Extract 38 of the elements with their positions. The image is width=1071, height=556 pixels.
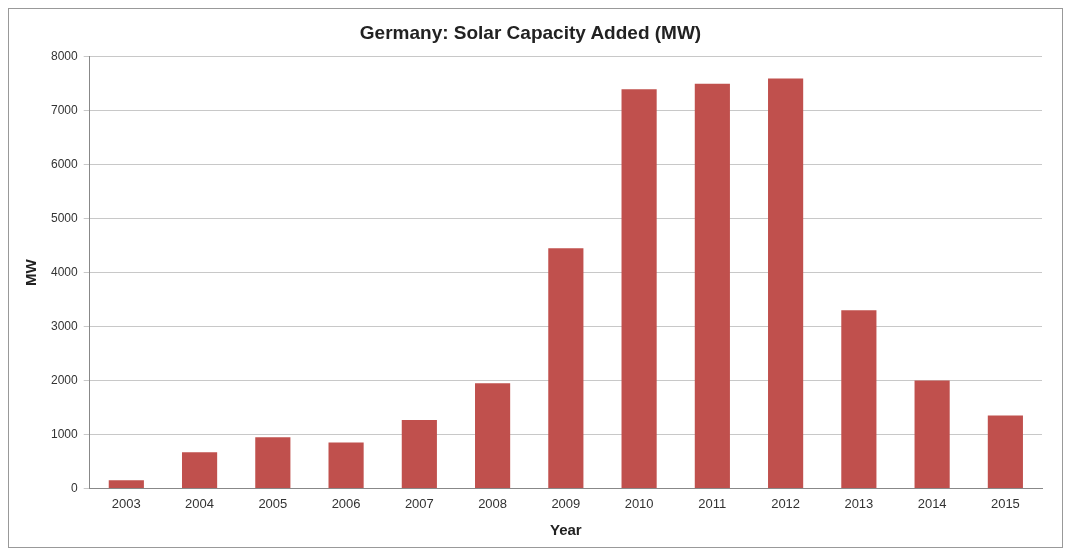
- x-tick-label: 2011: [698, 495, 727, 511]
- bar: [255, 437, 291, 488]
- bar: [548, 248, 584, 488]
- bar: [694, 83, 730, 488]
- x-axis-title: Year: [550, 521, 582, 539]
- x-tick-label: 2014: [917, 495, 947, 511]
- bar: [475, 383, 511, 488]
- bar: [621, 89, 657, 488]
- bar: [914, 380, 950, 488]
- x-tick-label: 2013: [844, 495, 874, 511]
- bar: [401, 419, 437, 488]
- y-tick-label: 6000: [50, 157, 79, 172]
- x-tick-label: 2007: [404, 495, 434, 511]
- x-tick-label: 2006: [331, 495, 361, 511]
- x-tick-label: 2003: [111, 495, 141, 511]
- chart-title: Germany: Solar Capacity Added (MW): [359, 21, 702, 43]
- y-axis-title: MW: [22, 258, 40, 286]
- y-tick-label: 2000: [50, 372, 79, 387]
- bar: [987, 415, 1023, 488]
- y-tick-label: 0: [71, 480, 79, 495]
- x-tick-label: 2012: [771, 495, 801, 511]
- y-tick-label: 1000: [50, 426, 79, 441]
- y-tick-label: 8000: [50, 49, 79, 64]
- y-tick-label: 5000: [50, 210, 79, 225]
- x-tick-label: 2005: [258, 495, 288, 511]
- y-tick-label: 4000: [50, 264, 79, 279]
- bar: [108, 480, 144, 488]
- x-tick-label: 2008: [478, 495, 508, 511]
- y-tick-label: 3000: [50, 318, 79, 333]
- x-tick-label: 2010: [624, 495, 654, 511]
- bar: [328, 442, 364, 488]
- y-tick-label: 7000: [50, 103, 79, 118]
- x-tick-label: 2009: [551, 495, 581, 511]
- bar: [841, 310, 877, 488]
- bar: [768, 78, 804, 488]
- x-tick-label: 2015: [990, 495, 1020, 511]
- x-tick-label: 2004: [185, 495, 215, 511]
- bar: [182, 452, 218, 488]
